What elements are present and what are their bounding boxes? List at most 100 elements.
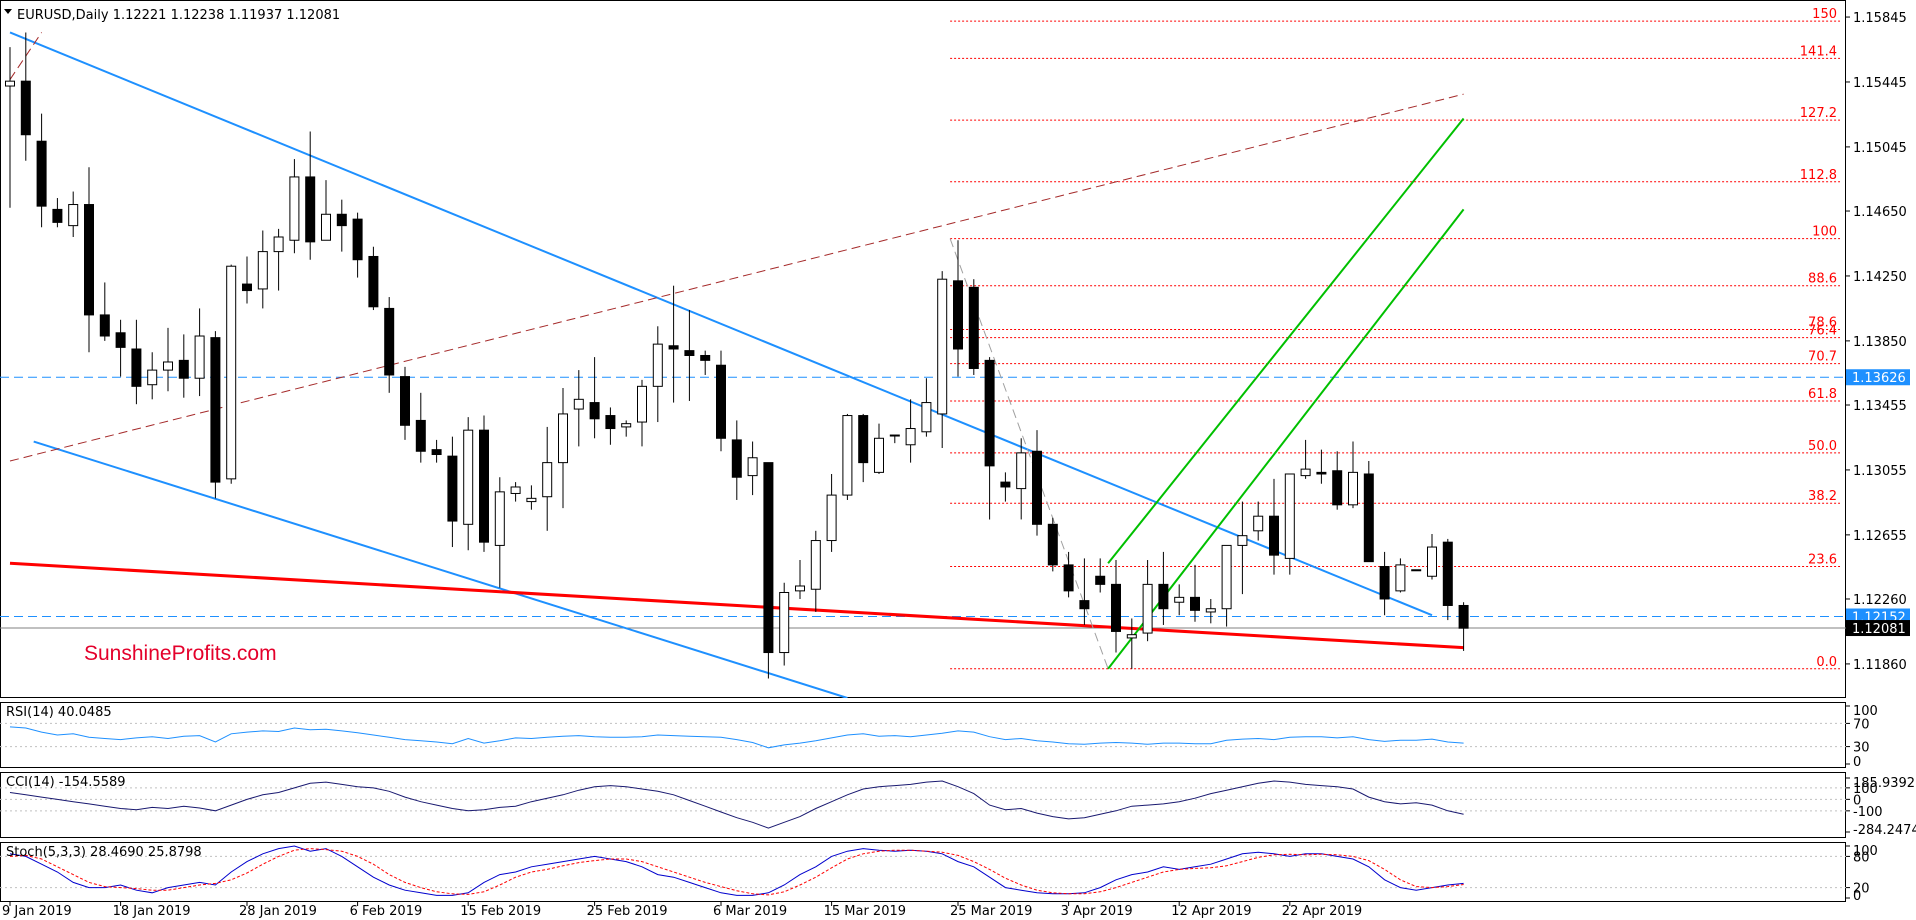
bear-candle [589,402,600,420]
bull-candle [1284,473,1295,559]
bull-candle [810,540,821,590]
indicator-axis-label: -284.2474 [1853,823,1916,838]
indicator-axis-label: 0 [1853,793,1861,808]
fib-level-label: 61.8 [1808,387,1837,402]
bear-candle [968,286,979,369]
time-axis-label: 22 Apr 2019 [1282,904,1362,919]
bear-candle [431,449,442,456]
rsi-pane: RSI(14) 40.0485 [0,702,1846,768]
bull-candle [1395,564,1406,592]
indicator-axis-label: 100 [1853,704,1878,719]
bear-candle [1047,523,1058,566]
watermark: SunshineProfits.com [84,642,277,665]
time-axis-label: 18 Jan 2019 [113,904,191,919]
bull-candle [1300,468,1311,477]
main-price-pane: 0.0 23.6 38.2 50.0 61.8 70.7 76.478.6 88.6 100 11… [0,0,1846,698]
indicator-axis-label: 100 [1853,844,1878,859]
bear-candle [368,255,379,308]
time-axis-label: 15 Mar 2019 [824,904,906,919]
indicator-axis-label: 0 [1853,755,1861,770]
bear-candle [1079,600,1090,610]
indicator-axis-label: 20 [1853,882,1870,897]
indicator-axis-label: -100 [1853,805,1883,820]
bear-candle [36,140,47,207]
horizontal-levels [0,376,1846,629]
time-axis-label: 6 Feb 2019 [350,904,423,919]
bear-candle [400,376,410,426]
bull-candle [874,437,884,473]
bull-candle [289,176,300,241]
price-axis-label: 1.14250 [1853,270,1907,285]
bull-candle [826,494,837,542]
price-axis-label: 1.13055 [1853,464,1907,479]
fib-level-label: 88.6 [1808,272,1837,287]
price-axis-label: 1.13455 [1853,399,1907,414]
stoch-series [0,845,1846,896]
indicator-axis-label: 30 [1853,741,1870,756]
time-axis-label: 6 Mar 2019 [713,904,787,919]
bear-candle [1032,450,1042,525]
bull-candle [1126,634,1137,639]
cci-pane: CCI(14) -154.5589 [0,772,1846,838]
bull-candle [1411,569,1422,572]
time-axis-label: 15 Feb 2019 [460,904,541,919]
cci-series [0,780,1846,829]
price-tag-label: 1.13626 [1852,371,1906,386]
bull-candle [1016,452,1027,490]
price-axis-label: 1.15045 [1853,141,1907,156]
fib-level-label: 76.4 [1808,324,1837,339]
fib-level-label: 23.6 [1808,553,1837,568]
bear-candle [242,283,252,292]
bull-candle [1237,535,1248,546]
bear-candle [684,350,695,356]
bull-candle [937,278,948,415]
fib-level-label: 70.7 [1808,350,1837,365]
bear-candle [1379,566,1390,600]
bear-candle [415,419,426,452]
stoch-pane: Stoch(5,3,3) 28.4690 25.8798 [0,842,1846,902]
bull-candle [637,385,647,423]
bear-candle [1158,583,1169,610]
price-axis-label: 1.14650 [1853,205,1907,220]
bear-candle [700,354,711,361]
bull-candle [1205,608,1216,613]
bull-candle [779,591,790,654]
bear-candle [84,204,94,316]
bear-candle [1316,471,1327,475]
bull-candle [795,585,805,592]
bear-candle [1063,564,1074,592]
trendline [9,31,1433,617]
bear-candle [52,208,63,223]
bear-candle [1458,604,1469,629]
bear-candle [1442,541,1453,606]
bull-candle [226,265,237,480]
rsi-title: RSI(14) 40.0485 [6,705,112,720]
stoch-pane-border [0,842,1846,902]
price-axis-label: 1.13850 [1853,335,1907,350]
trendline [9,561,1464,650]
fib-level-label: 78.6 [1808,316,1837,331]
bull-candle [558,413,568,464]
bull-candle [194,335,205,379]
trendline [9,93,1464,462]
price-axis-label: 1.11860 [1853,658,1907,673]
bull-candle [542,462,553,498]
indicator-axis-label: 80 [1853,850,1870,865]
bull-candle [921,402,932,433]
rsi-series [0,722,1846,749]
bear-candle [668,345,679,350]
bear-candle [131,348,142,387]
bull-candle [1253,515,1264,532]
time-axis-label: 25 Mar 2019 [950,904,1032,919]
trendline [33,440,848,698]
fib-level-label: 127.2 [1800,106,1837,121]
main-pane-border [0,0,1846,698]
bull-candle [257,251,268,290]
bear-candle [1190,596,1200,611]
trendline [1107,117,1465,564]
price-tag-box [1846,620,1910,637]
bull-candle [463,429,474,525]
symbol-menu-triangle-icon[interactable] [4,9,12,14]
bear-candle [178,359,189,379]
bear-candle [336,213,347,227]
